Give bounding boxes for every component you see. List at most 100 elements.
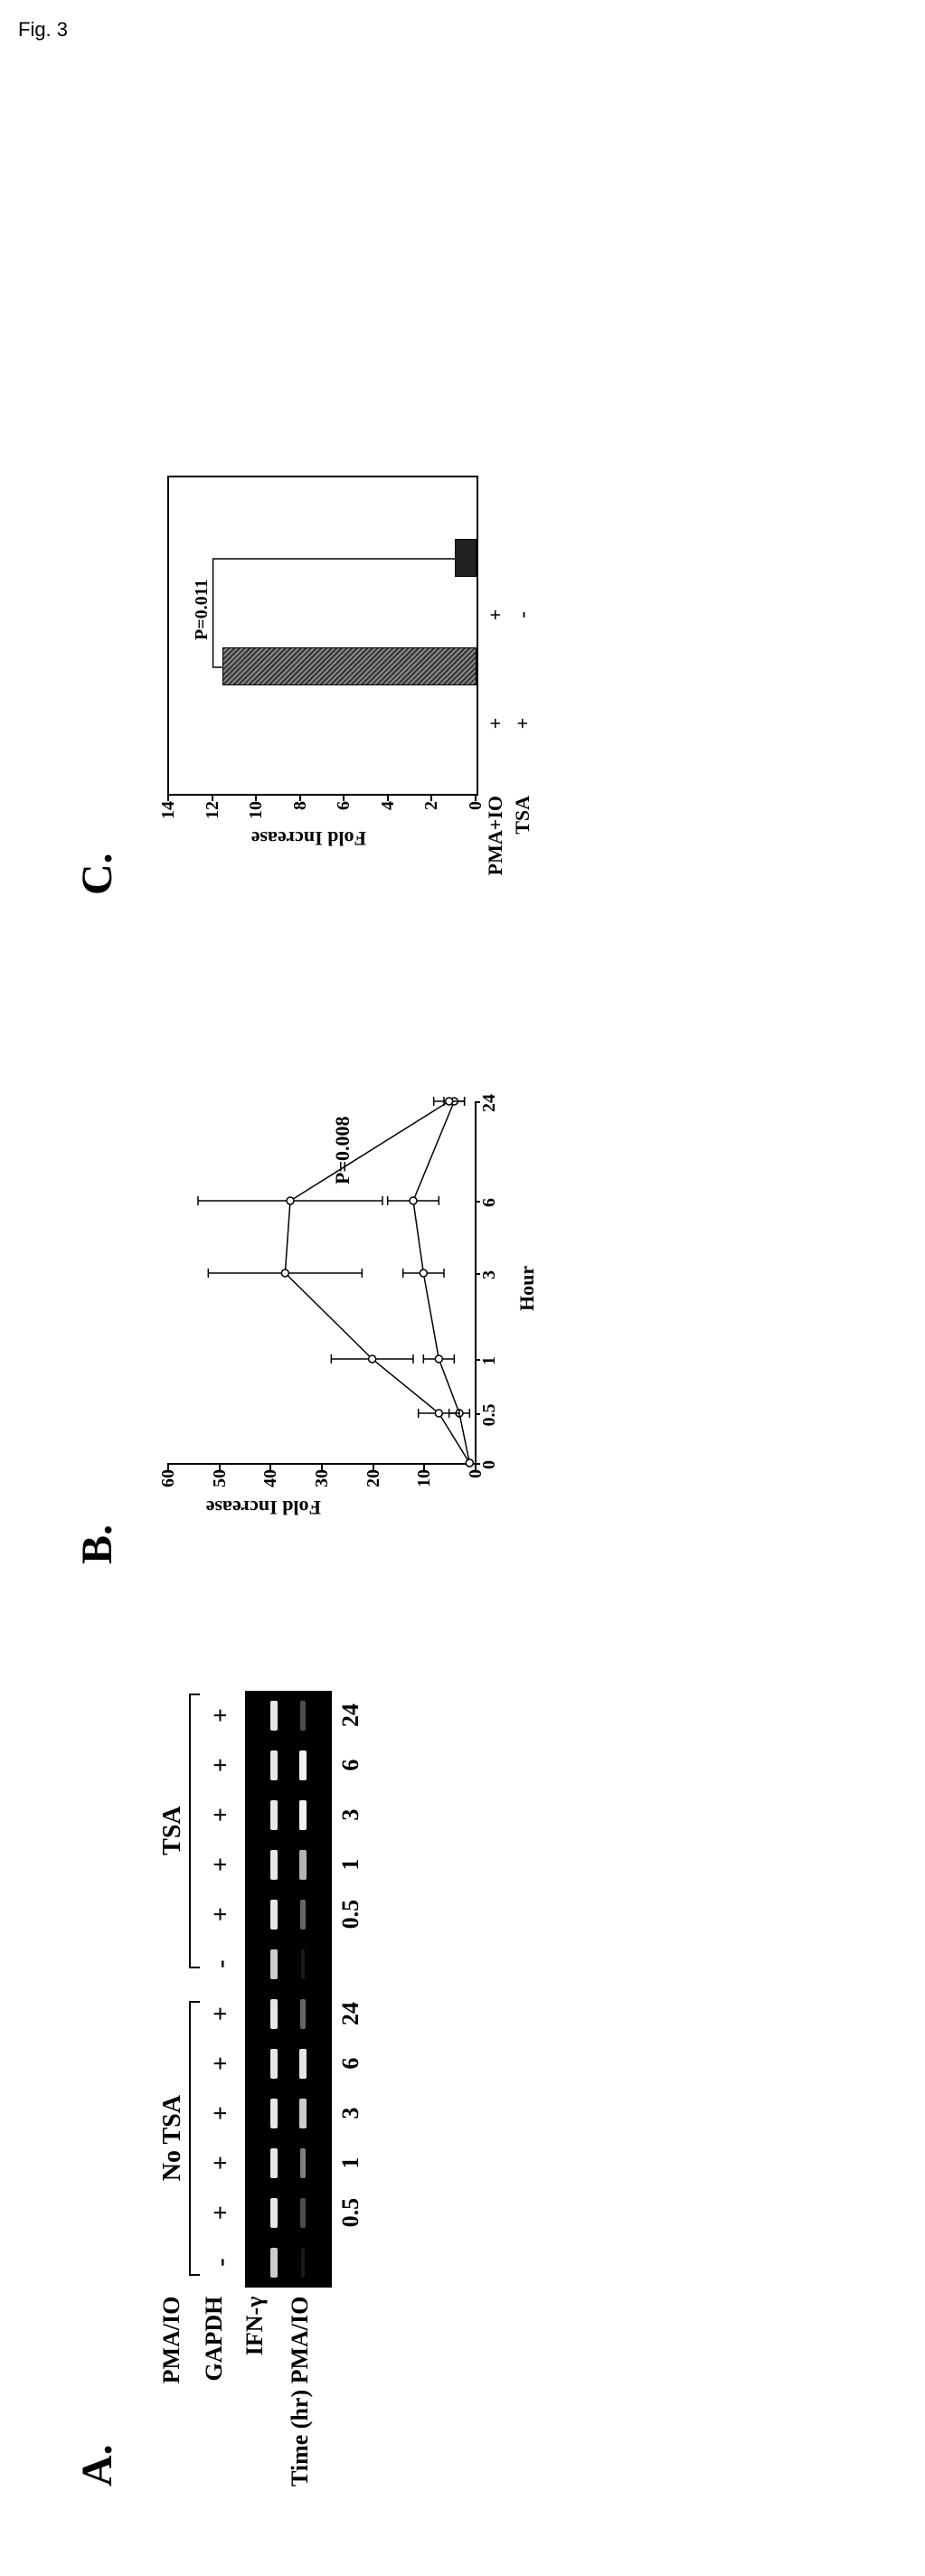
gapdh-band	[270, 2049, 278, 2079]
ifn-band	[299, 1800, 307, 1830]
chart-b-xlabel: Hour	[515, 1266, 539, 1311]
ifn-band-row	[296, 1691, 310, 2288]
time-value: 0.5	[337, 2188, 364, 2238]
time-value: 0.5	[337, 1890, 364, 1939]
ytick-label: 2	[421, 801, 442, 823]
time-value	[337, 1939, 364, 1989]
gapdh-band	[270, 1701, 278, 1731]
treatment-brackets: No TSATSA	[158, 1682, 200, 2288]
time-value: 1	[337, 2138, 364, 2188]
category-value: +	[484, 669, 507, 778]
pma-value: +	[207, 1840, 240, 1890]
ytick-label: 10	[246, 801, 267, 823]
ytick-label: 60	[158, 1469, 179, 1496]
ifn-band	[299, 2099, 307, 2128]
ytick-label: 50	[210, 1469, 231, 1496]
ifn-band	[301, 1949, 306, 1979]
category-label: TSA	[511, 796, 534, 913]
group-label: TSA	[158, 1682, 187, 1980]
ifn-band	[301, 2248, 306, 2278]
chart-b-plot	[167, 1101, 477, 1465]
data-point	[466, 1459, 473, 1467]
category-value: -	[511, 561, 534, 669]
ytick-label: 40	[260, 1469, 281, 1496]
line-chart: Fold Increase 0102030405060 00.513624 Ho…	[158, 1076, 538, 1510]
chart-b-pvalue: P=0.008	[331, 1117, 354, 1184]
panel-b-label: B.	[72, 1022, 122, 1564]
pma-io-label: PMA/IO	[158, 2297, 196, 2486]
xtick-label: 24	[479, 1090, 500, 1117]
pma-value: -	[207, 1939, 240, 1989]
chart-c-ylabel: Fold Increase	[251, 826, 366, 850]
time-value: 1	[337, 1840, 364, 1890]
figure-panels: A. PMA/IO GAPDH IFN-γ Time (hr) PMA/IO N…	[72, 136, 592, 2486]
pma-value: +	[207, 1790, 240, 1840]
pma-value: +	[207, 1741, 240, 1790]
panel-c-label: C.	[72, 443, 122, 895]
data-point	[435, 1355, 442, 1363]
ifn-band	[300, 1999, 306, 2029]
xtick-label: 3	[479, 1261, 500, 1288]
data-point	[435, 1410, 442, 1417]
pma-value: +	[207, 2039, 240, 2089]
ytick-label: 4	[378, 801, 399, 823]
gel-main: No TSATSA -+++++-+++++ 0.5136240.513624	[158, 1682, 364, 2288]
data-point	[410, 1197, 417, 1204]
category-row: PMA+IO++	[484, 561, 507, 913]
ytick-label: 30	[312, 1469, 333, 1496]
ytick-label: 12	[203, 801, 223, 823]
chart-b-ylabel: Fold Increase	[206, 1496, 321, 1519]
xtick-label: 6	[479, 1189, 500, 1216]
ifn-band	[300, 2148, 307, 2178]
chart-b-svg	[167, 1101, 475, 1463]
pma-value: +	[207, 2138, 240, 2188]
panel-c: C. Fold Increase P=0.011 02468101214 PMA…	[72, 443, 592, 895]
chart-c-pvalue: P=0.011	[192, 579, 212, 640]
gapdh-band	[270, 2248, 278, 2278]
time-value: 3	[337, 2089, 364, 2138]
time-value: 6	[337, 1741, 364, 1790]
panel-a: A. PMA/IO GAPDH IFN-γ Time (hr) PMA/IO N…	[72, 1691, 364, 2486]
ytick-label: 20	[363, 1469, 384, 1496]
time-value: 3	[337, 1790, 364, 1840]
gapdh-band	[270, 2099, 278, 2128]
pma-value: +	[207, 1691, 240, 1741]
series-line	[285, 1101, 469, 1463]
ytick-label: 14	[158, 801, 179, 823]
data-point	[281, 1269, 288, 1277]
ifn-band	[300, 1900, 306, 1930]
pma-value: +	[207, 2188, 240, 2238]
gapdh-band	[270, 1900, 278, 1930]
xtick-label: 1	[479, 1347, 500, 1374]
series-line	[413, 1101, 469, 1463]
ifn-band	[300, 2198, 306, 2228]
panel-b: B. Fold Increase 0102030405060 00.513624…	[72, 1022, 538, 1564]
chart-c-plot: P=0.011	[167, 476, 478, 796]
ytick-label: 10	[414, 1469, 435, 1496]
ifn-band	[299, 1850, 307, 1880]
gapdh-label: GAPDH	[196, 2297, 232, 2486]
ytick-label: 6	[334, 801, 354, 823]
time-row: 0.5136240.513624	[337, 1691, 364, 2288]
time-value: 24	[337, 1989, 364, 2039]
pma-value: -	[207, 2238, 240, 2288]
pma-value: +	[207, 1890, 240, 1939]
gapdh-band	[270, 1999, 278, 2029]
gapdh-band	[270, 1850, 278, 1880]
data-point	[446, 1098, 453, 1105]
pma-io-row: -+++++-+++++	[207, 1691, 240, 2288]
xtick-label: 0	[479, 1451, 500, 1478]
ytick-label: 8	[290, 801, 311, 823]
gapdh-band	[270, 1949, 278, 1979]
category-value: +	[484, 561, 507, 669]
ifn-band	[299, 1750, 307, 1780]
category-value: +	[511, 669, 534, 778]
ifn-band	[300, 1701, 306, 1731]
pma-value: +	[207, 2089, 240, 2138]
time-value: 6	[337, 2039, 364, 2089]
data-point	[287, 1197, 294, 1204]
gapdh-band	[270, 2198, 278, 2228]
category-row: TSA +-	[511, 561, 534, 913]
ifn-gamma-label: IFN-γ	[232, 2297, 269, 2486]
gapdh-band	[270, 1750, 278, 1780]
